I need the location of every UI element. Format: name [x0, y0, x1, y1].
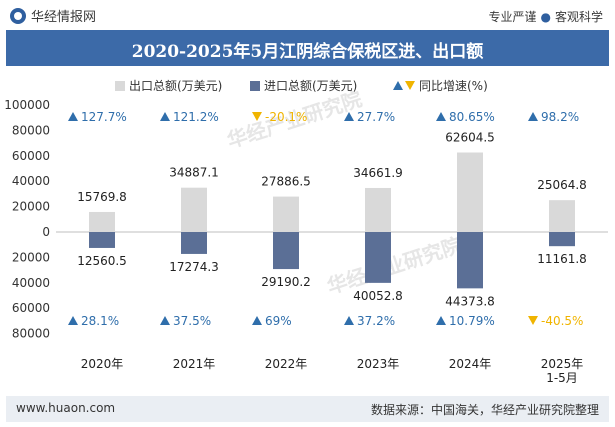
export-bar — [273, 196, 299, 232]
legend-up-triangle-icon — [393, 81, 403, 90]
import-value-label: 29190.2 — [261, 275, 311, 289]
import-bar — [273, 232, 299, 270]
x-tick-label: 2022年 — [265, 357, 308, 371]
y-tick-label: 60000 — [12, 301, 50, 315]
export-growth-up-triangle-icon — [436, 112, 446, 121]
brand: 华经情报网 — [10, 6, 96, 25]
y-tick-label: 80000 — [12, 327, 50, 341]
import-bar — [181, 232, 207, 254]
footer-source: 数据来源：中国海关，华经产业研究院整理 — [370, 403, 599, 417]
import-growth-label: 28.1% — [81, 314, 119, 328]
y-tick-label: 40000 — [12, 174, 50, 188]
brand-logo-icon — [10, 7, 26, 24]
export-growth-label: -20.1% — [265, 110, 307, 124]
x-tick-label: 1-5月 — [546, 371, 578, 385]
export-value-label: 62604.5 — [445, 130, 495, 144]
import-growth-label: 37.5% — [173, 314, 211, 328]
import-growth-down-triangle-icon — [528, 316, 538, 325]
export-growth-label: 80.65% — [449, 110, 495, 124]
x-tick-label: 2024年 — [449, 357, 492, 371]
legend-down-triangle-icon — [405, 81, 415, 90]
import-value-label: 12560.5 — [77, 254, 127, 268]
export-growth-up-triangle-icon — [68, 112, 78, 121]
import-bar — [457, 232, 483, 289]
export-bar — [365, 187, 391, 232]
footer: www.huaon.com 数据来源：中国海关，华经产业研究院整理 — [6, 396, 609, 422]
import-value-label: 17274.3 — [169, 260, 219, 274]
chart-area: 华经产业研究院 华经产业研究院 出口总额(万美元) 进口总额(万美元) 同比增速(%) 1… — [0, 66, 615, 396]
slogan-dot-icon: ● — [540, 10, 551, 24]
export-value-label: 25064.8 — [537, 178, 587, 192]
import-growth-label: 69% — [265, 314, 292, 328]
import-growth-up-triangle-icon — [160, 316, 170, 325]
legend-growth-label: 同比增速(%) — [419, 79, 488, 93]
export-growth-up-triangle-icon — [528, 112, 538, 121]
export-bar — [549, 200, 575, 232]
import-growth-up-triangle-icon — [252, 316, 262, 325]
x-tick-label: 2025年 — [541, 357, 584, 371]
brand-name: 华经情报网 — [31, 10, 97, 25]
import-bar — [365, 232, 391, 283]
footer-url: www.huaon.com — [16, 401, 116, 415]
import-value-label: 11161.8 — [537, 252, 587, 266]
top-bar: 华经情报网 专业严谨 ● 客观科学 — [0, 0, 615, 30]
y-tick-label: 20000 — [12, 250, 50, 264]
title-bar: 2020-2025年5月江阴综合保税区进、出口额 — [6, 30, 609, 66]
legend-export-label: 出口总额(万美元) — [129, 79, 222, 93]
import-value-label: 40052.8 — [353, 289, 403, 303]
y-tick-label: 100000 — [4, 98, 50, 112]
chart-title: 2020-2025年5月江阴综合保税区进、出口额 — [131, 42, 484, 62]
import-growth-label: -40.5% — [541, 314, 583, 328]
export-value-label: 34661.9 — [353, 166, 403, 180]
y-tick-label: 80000 — [12, 123, 50, 137]
import-growth-up-triangle-icon — [344, 316, 354, 325]
import-bar — [549, 232, 575, 247]
export-growth-label: 98.2% — [541, 110, 579, 124]
import-growth-label: 10.79% — [449, 314, 495, 328]
export-value-label: 34887.1 — [169, 166, 219, 180]
export-bar — [181, 187, 207, 232]
export-growth-up-triangle-icon — [344, 112, 354, 121]
export-value-label: 27886.5 — [261, 175, 311, 189]
slogan-left: 专业严谨 — [488, 10, 537, 24]
import-value-label: 44373.8 — [445, 294, 495, 308]
y-tick-label: 20000 — [12, 200, 50, 214]
export-bar — [89, 211, 115, 232]
legend-import-label: 进口总额(万美元) — [264, 79, 357, 93]
export-growth-up-triangle-icon — [160, 112, 170, 121]
legend-import-swatch — [250, 81, 260, 91]
import-growth-up-triangle-icon — [68, 316, 78, 325]
export-growth-label: 27.7% — [357, 110, 395, 124]
export-growth-label: 127.7% — [81, 110, 127, 124]
y-tick-label: 40000 — [12, 276, 50, 290]
y-tick-label: 60000 — [12, 149, 50, 163]
x-tick-label: 2020年 — [81, 357, 124, 371]
y-tick-label: 0 — [42, 225, 50, 239]
export-growth-label: 121.2% — [173, 110, 219, 124]
export-value-label: 15769.8 — [77, 190, 127, 204]
x-tick-label: 2021年 — [173, 357, 216, 371]
x-tick-label: 2023年 — [357, 357, 400, 371]
export-growth-down-triangle-icon — [252, 112, 262, 121]
export-bar — [457, 152, 483, 232]
import-bar — [89, 232, 115, 248]
slogan: 专业严谨 ● 客观科学 — [488, 8, 603, 25]
legend-export-swatch — [115, 81, 125, 91]
slogan-right: 客观科学 — [554, 10, 603, 24]
import-growth-up-triangle-icon — [436, 316, 446, 325]
import-growth-label: 37.2% — [357, 314, 395, 328]
